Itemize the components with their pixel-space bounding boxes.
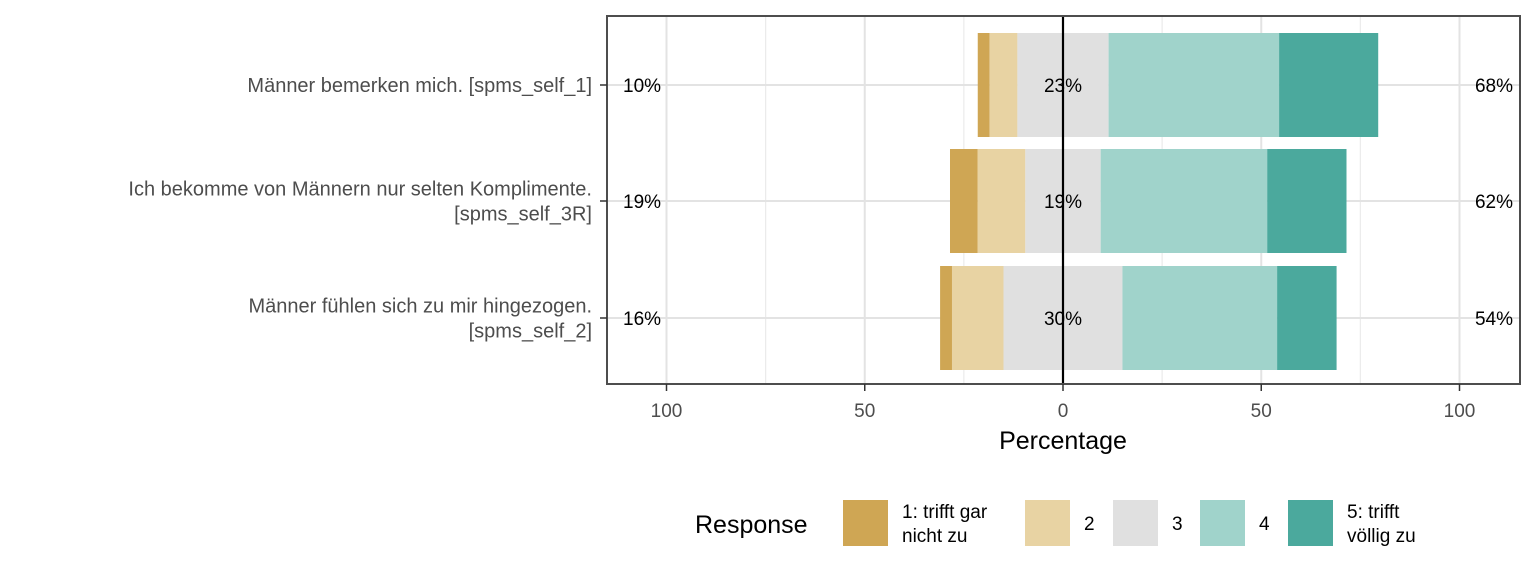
x-tick-label: 0 [1058, 401, 1069, 422]
y-axis-label: Männer bemerken mich. [spms_self_1] [247, 75, 592, 97]
bar-segment [1279, 33, 1379, 137]
legend-label: 4 [1259, 514, 1270, 535]
x-tick-label: 50 [854, 401, 875, 422]
bar-segment [977, 33, 990, 137]
x-tick-label: 50 [1251, 401, 1272, 422]
legend-title: Response [695, 511, 808, 539]
right-percent-label: 62% [1475, 192, 1513, 213]
legend-key [843, 500, 888, 546]
x-axis-ticks: 100 50 0 50 100 [651, 384, 1476, 422]
legend-label: 1: trifft gar nicht zu [902, 502, 988, 547]
right-percent-label: 68% [1475, 76, 1513, 97]
legend-key [1288, 500, 1333, 546]
bar-segment [1267, 149, 1347, 253]
x-tick-label: 100 [651, 401, 683, 422]
bar-segment [1108, 33, 1280, 137]
legend-label: 2 [1084, 514, 1095, 535]
legend-key [1025, 500, 1070, 546]
bar-segment [1277, 266, 1337, 370]
legend-label: 5: trifft völlig zu [1347, 502, 1416, 547]
right-percent-label: 54% [1475, 309, 1513, 330]
legend-label: 3 [1172, 514, 1183, 535]
bar-segment [1100, 149, 1268, 253]
y-axis-label: Männer fühlen sich zu mir hingezogen. [sp… [248, 296, 592, 343]
bar-segment [1122, 266, 1278, 370]
y-axis-labels: Männer bemerken mich. [spms_self_1] Ich b… [128, 75, 607, 343]
y-axis-label: Ich bekomme von Männern nur selten Kompl… [128, 179, 592, 226]
x-tick-label: 100 [1444, 401, 1476, 422]
bar-segment [940, 266, 952, 370]
bar-segment [989, 33, 1018, 137]
bar-segment [951, 266, 1004, 370]
center-percent-label: 30% [1044, 309, 1082, 330]
bar-segment [949, 149, 978, 253]
center-percent-label: 23% [1044, 76, 1082, 97]
bars [940, 33, 1379, 370]
left-percent-label: 10% [623, 76, 661, 97]
left-percent-label: 19% [623, 192, 661, 213]
legend: Response 1: trifft gar nicht zu 2 3 4 5: trif… [695, 500, 1416, 547]
percent-labels: 10% 23% 68% 19% 19% 62% 16% 30% 54% [623, 76, 1513, 330]
left-percent-label: 16% [623, 309, 661, 330]
center-percent-label: 19% [1044, 192, 1082, 213]
legend-key [1113, 500, 1158, 546]
x-axis-title: Percentage [999, 427, 1127, 455]
legend-key [1200, 500, 1245, 546]
bar-segment [977, 149, 1026, 253]
